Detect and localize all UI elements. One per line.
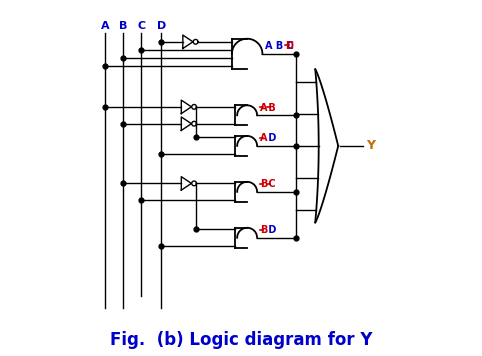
Text: B: B [265,103,276,113]
Text: A: A [260,134,268,143]
Text: B: B [260,225,268,235]
Text: Fig.  (b) Logic diagram for Y: Fig. (b) Logic diagram for Y [110,331,372,349]
Text: D: D [265,225,276,235]
Text: A B C: A B C [266,41,298,51]
Text: D: D [285,41,294,51]
Text: C: C [265,179,276,189]
Text: D: D [157,21,166,31]
Text: A: A [260,103,268,113]
Text: Y: Y [366,140,375,152]
Text: A: A [100,21,109,31]
Text: B: B [119,21,127,31]
Text: B: B [260,179,268,189]
Text: D: D [265,134,276,143]
Text: C: C [137,21,146,31]
